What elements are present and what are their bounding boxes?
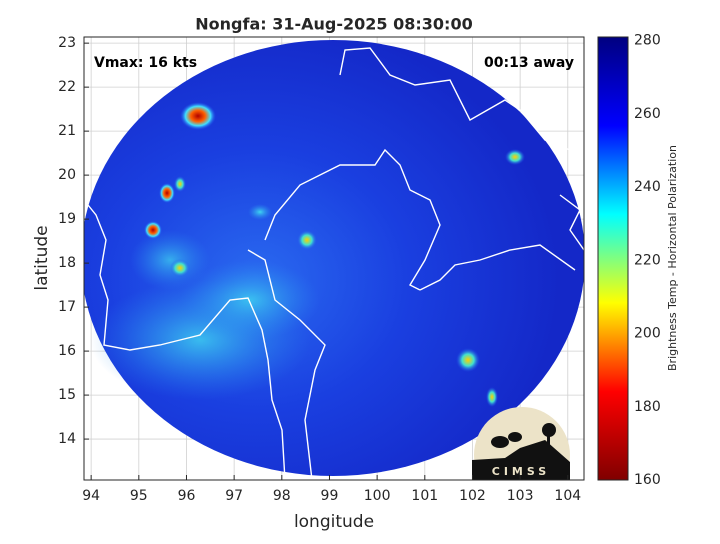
y-tick-label: 16 xyxy=(58,343,76,359)
storm xyxy=(170,259,190,277)
y-tick-label: 15 xyxy=(58,387,76,403)
storm xyxy=(144,221,162,239)
colorbar-label: Brightness Temp - Horizontal Polarizatio… xyxy=(666,145,679,371)
x-tick-label: 94 xyxy=(82,488,100,504)
title: Nongfa: 31-Aug-2025 08:30:00 xyxy=(195,15,472,34)
x-tick-label: 95 xyxy=(130,488,148,504)
annotation: Vmax: 16 kts xyxy=(94,55,197,71)
colorbar xyxy=(597,36,629,481)
colorbar-tick-label: 160 xyxy=(634,472,661,488)
cloud xyxy=(130,230,210,290)
storm xyxy=(297,230,317,250)
y-tick-label: 19 xyxy=(58,211,76,227)
y-tick-label: 23 xyxy=(58,35,76,51)
storm xyxy=(505,149,525,165)
x-tick-label: 98 xyxy=(273,488,291,504)
x-axis-label: longitude xyxy=(294,512,374,532)
x-tick-label: 100 xyxy=(364,488,391,504)
swath xyxy=(84,40,584,480)
cloud xyxy=(180,260,320,340)
y-tick-label: 21 xyxy=(58,123,76,139)
x-tick-label: 101 xyxy=(411,488,438,504)
y-tick-label: 18 xyxy=(58,255,76,271)
y-tick-label: 20 xyxy=(58,167,76,183)
logo: CIMSS xyxy=(472,407,570,480)
x-tick-label: 103 xyxy=(507,488,534,504)
storm xyxy=(174,176,186,192)
colorbar-tick-label: 280 xyxy=(634,33,661,49)
annotation: 00:13 away xyxy=(484,55,574,71)
storm xyxy=(159,183,175,203)
y-tick-label: 17 xyxy=(58,299,76,315)
logo-text: CIMSS xyxy=(492,465,550,478)
cloud xyxy=(248,204,272,220)
x-tick-label: 102 xyxy=(459,488,486,504)
storm xyxy=(486,387,498,407)
axes: 94 95 96 97 98 99 100 101 102 103 104 14 15 16 17 18 19 2… xyxy=(58,33,661,504)
colorbar-tick-label: 200 xyxy=(634,326,661,342)
colorbar-tick-label: 180 xyxy=(634,399,661,415)
x-tick-label: 104 xyxy=(554,488,581,504)
x-tick-label: 96 xyxy=(178,488,196,504)
storm xyxy=(456,348,480,372)
y-tick-label: 14 xyxy=(58,431,76,447)
colorbar-tick-label: 260 xyxy=(634,106,661,122)
colorbar-tick-label: 220 xyxy=(634,252,661,268)
storm xyxy=(180,102,216,130)
plot-frame xyxy=(83,36,585,481)
x-tick-label: 97 xyxy=(225,488,243,504)
coastlines xyxy=(84,47,584,480)
x-tick-label: 99 xyxy=(321,488,339,504)
y-axis-label: latitude xyxy=(32,225,52,290)
y-tick-label: 22 xyxy=(58,79,76,95)
colorbar-tick-label: 240 xyxy=(634,179,661,195)
